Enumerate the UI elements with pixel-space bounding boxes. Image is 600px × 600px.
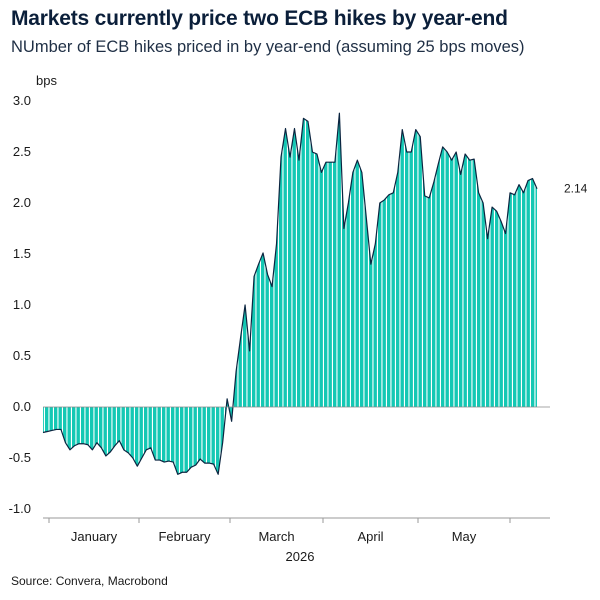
y-tick-label: 0.0: [13, 399, 31, 414]
y-tick-label: 0.5: [13, 348, 31, 363]
series-area: [43, 113, 537, 475]
x-month-labels: January February March April May: [71, 529, 477, 544]
series-line: [42, 112, 538, 475]
y-tick-label: 2.0: [13, 195, 31, 210]
y-tick-label: -1.0: [9, 501, 31, 516]
x-month-label: March: [258, 529, 294, 544]
y-tick-label: -0.5: [9, 450, 31, 465]
y-tick-labels: 3.0 2.5 2.0 1.5 1.0 0.5 0.0 -0.5 -1.0: [9, 93, 31, 516]
y-tick-label: 1.0: [13, 297, 31, 312]
x-month-label: January: [71, 529, 118, 544]
chart-title: Markets currently price two ECB hikes by…: [11, 7, 508, 30]
source-note: Source: Convera, Macrobond: [11, 574, 168, 588]
chart-subtitle: NUmber of ECB hikes priced in by year-en…: [11, 38, 525, 56]
plot-area: [42, 112, 550, 475]
y-tick-label: 2.5: [13, 144, 31, 159]
x-month-label: February: [158, 529, 211, 544]
y-axis-label: bps: [36, 73, 57, 88]
x-month-label: April: [357, 529, 383, 544]
x-month-label: May: [452, 529, 477, 544]
last-value-label: 2.14: [564, 182, 588, 196]
x-axis-year-label: 2026: [286, 549, 315, 564]
x-ticks: [48, 518, 511, 523]
y-tick-label: 1.5: [13, 246, 31, 261]
y-tick-label: 3.0: [13, 93, 31, 108]
